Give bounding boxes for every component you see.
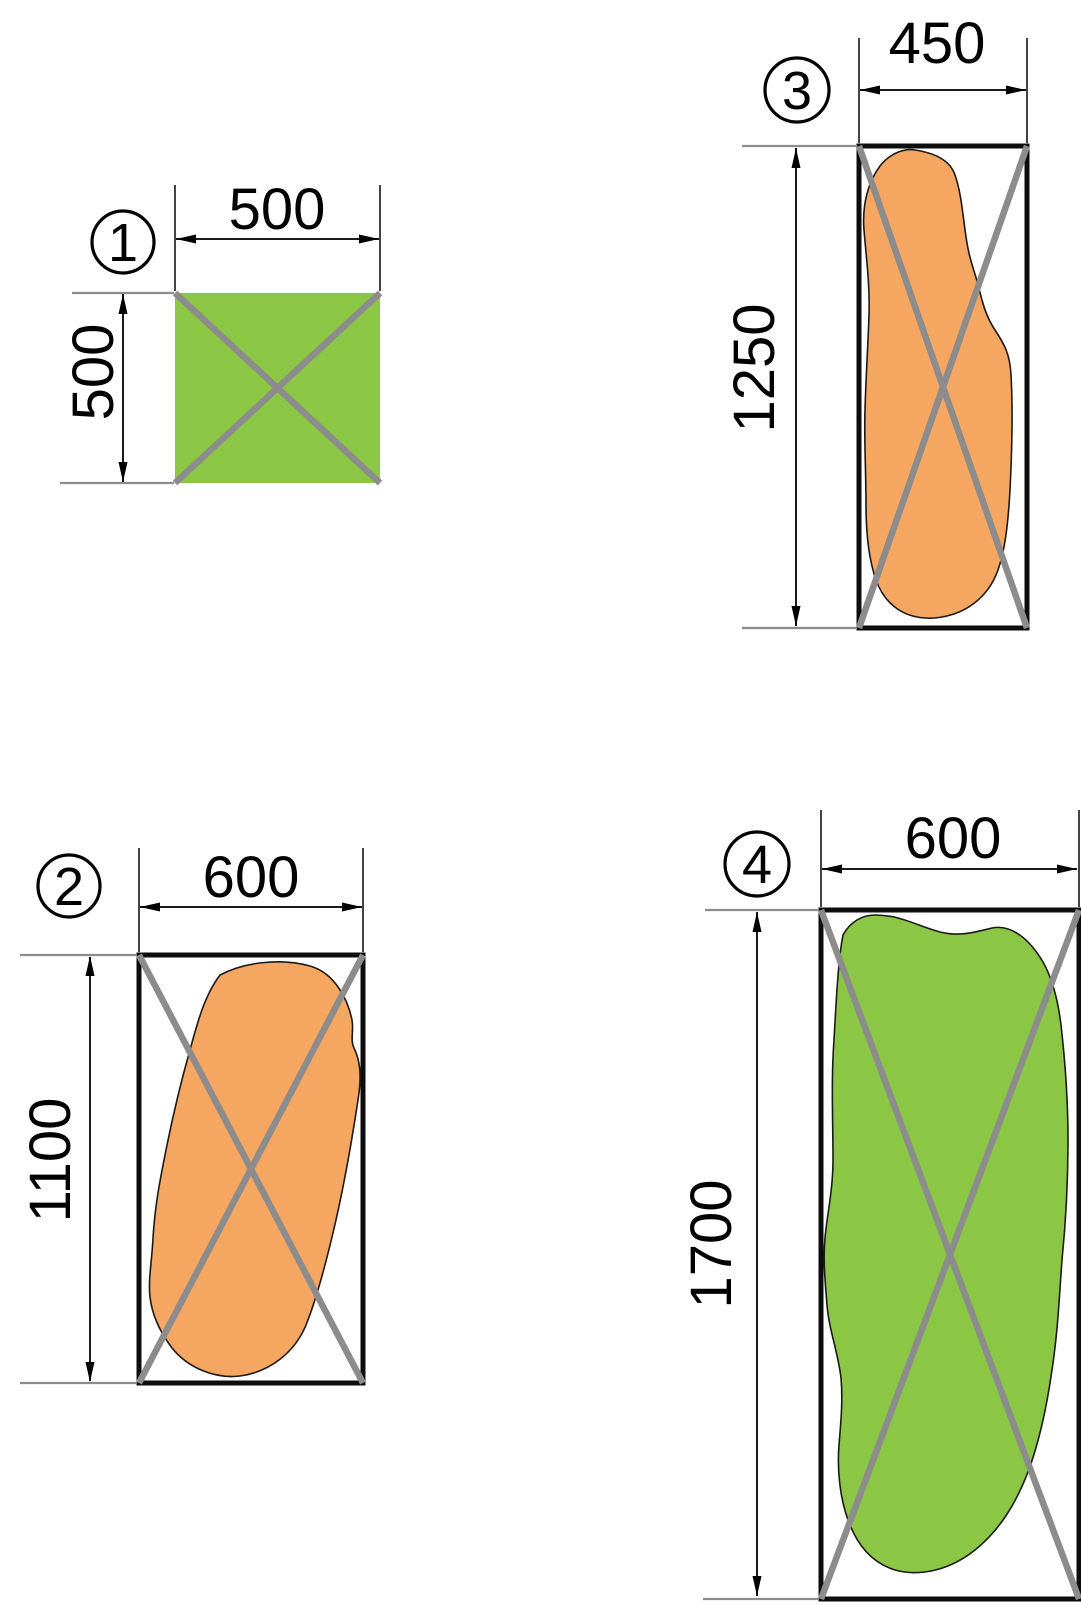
shape-2-height-value: 1100 [18, 1098, 83, 1223]
shape-2-height-dimension: 1100 [18, 953, 136, 1385]
shape-1-width-dimension: 500 [174, 177, 381, 291]
shape-3-width-dimension: 450 [858, 11, 1028, 143]
shape-3-label-number: 3 [782, 61, 812, 121]
shape-3-height-dimension: 1250 [722, 144, 856, 630]
shape-2-width-value: 600 [203, 845, 300, 910]
shape-1-label-circle [90, 209, 156, 275]
arrowhead-left [140, 902, 160, 912]
shape-4-diagonal-2 [817, 908, 1081, 1601]
arrowhead-bottom [752, 1576, 762, 1596]
arrowhead-bottom [791, 606, 801, 626]
shape-4-height-dimension: 1700 [679, 908, 818, 1601]
shape-3-group: 450 1250 3 [722, 11, 1031, 631]
shape-1-height-value: 500 [61, 324, 126, 421]
shape-4-width-dimension: 600 [820, 806, 1080, 907]
shape-1-width-value: 500 [229, 177, 326, 242]
shape-2-diagonal-2 [136, 953, 366, 1385]
arrowhead-bottom [118, 462, 128, 482]
shape-3-label: 3 [763, 56, 831, 124]
shape-1-group: 500 500 1 [60, 177, 383, 486]
shape-1-height-dimension: 500 [60, 291, 174, 485]
arrowhead-right [1006, 85, 1026, 95]
shape-3-frame [856, 143, 1030, 631]
arrowhead-top [118, 294, 128, 314]
arrowhead-bottom [85, 1362, 95, 1382]
shape-4-group: 600 1700 4 [679, 806, 1081, 1602]
arrowhead-top [791, 148, 801, 168]
shape-4-label-number: 4 [742, 835, 772, 895]
shape-1-label-number: 1 [108, 213, 138, 273]
shape-4-label: 4 [723, 830, 791, 898]
arrowhead-right [359, 234, 379, 244]
shape-2-group: 600 1100 2 [18, 845, 366, 1386]
shape-3-width-value: 450 [889, 11, 986, 76]
shape-4-height-value: 1700 [679, 1179, 744, 1308]
shape-2-label-circle [36, 853, 102, 919]
shape-1-label: 1 [90, 209, 156, 275]
arrowhead-right [1057, 864, 1077, 874]
arrowhead-left [860, 85, 880, 95]
shape-3-diagonal-2 [855, 144, 1031, 630]
shape-2-label: 2 [36, 853, 102, 919]
shape-2-label-number: 2 [54, 857, 84, 917]
shape-2-frame [136, 952, 366, 1386]
arrowhead-top [752, 912, 762, 932]
shape-3-label-circle [763, 56, 831, 124]
shape-1-diagonal-2 [172, 290, 383, 486]
arrowhead-left [176, 234, 196, 244]
shape-4-width-value: 600 [905, 806, 1002, 871]
shape-3-height-value: 1250 [722, 303, 787, 432]
arrowhead-left [822, 864, 842, 874]
shape-4-label-circle [723, 830, 791, 898]
arrowhead-top [85, 956, 95, 976]
arrowhead-right [342, 902, 362, 912]
shape-4-frame [818, 907, 1081, 1602]
shape-2-width-dimension: 600 [138, 845, 364, 952]
